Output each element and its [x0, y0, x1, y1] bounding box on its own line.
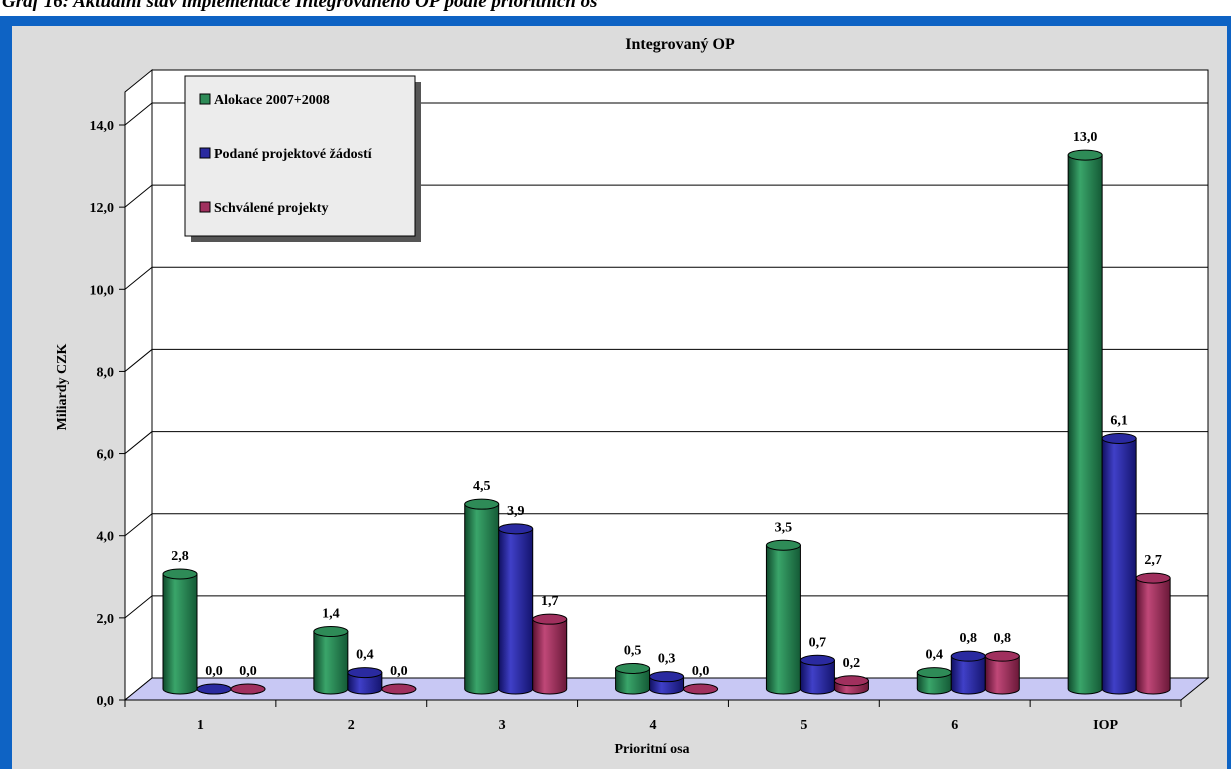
bar-value-label: 2,8 — [171, 549, 189, 564]
bar — [313, 626, 349, 695]
legend-swatch — [199, 147, 211, 159]
x-axis: 1 2 3 4 5 6 IOP — [124, 699, 1182, 733]
bar — [464, 498, 500, 695]
bar — [950, 650, 986, 695]
bar — [498, 523, 534, 695]
gridline-side — [124, 349, 153, 372]
bar-value-label: 2,7 — [1144, 553, 1162, 568]
bars: 2,8 0,0 0,0 1,4 0,4 0,0 4,5 3,9 1,7 0,5 0,3 0,0 3,5 0… — [162, 130, 1171, 695]
bar-value-label: 0,7 — [809, 635, 827, 650]
bar-value-label: 3,5 — [775, 520, 793, 535]
legend-label: Alokace 2007+2008 — [214, 93, 330, 108]
x-tick-label: IOP — [1093, 718, 1118, 733]
bar-value-label: 0,4 — [926, 648, 944, 663]
bar-value-label: 1,7 — [541, 594, 559, 609]
bar — [916, 667, 952, 695]
bar — [615, 662, 651, 695]
gridline-side — [124, 184, 153, 208]
y-tick-label: 6,0 — [97, 448, 115, 463]
bar — [230, 683, 266, 695]
x-tick-label: 6 — [951, 718, 958, 733]
bar — [984, 650, 1020, 695]
legend-panel — [184, 75, 416, 237]
bar-value-label: 3,9 — [507, 504, 525, 519]
chart-title: Integrovaný OP — [625, 36, 735, 53]
bar — [381, 683, 417, 695]
bar — [162, 568, 198, 695]
bar — [799, 654, 835, 695]
x-tick-label: 2 — [348, 718, 355, 733]
bar — [683, 683, 719, 695]
bar-value-label: 4,5 — [473, 479, 491, 494]
bar — [1101, 432, 1137, 695]
legend-item: Podané projektové žádostí — [199, 147, 373, 162]
x-tick-label: 1 — [197, 718, 204, 733]
bar-value-label: 0,8 — [960, 631, 978, 646]
bar-value-label: 0,4 — [356, 648, 374, 663]
bar — [532, 613, 568, 695]
y-tick-label: 10,0 — [90, 283, 115, 298]
bar-value-label: 0,3 — [658, 652, 676, 667]
y-tick-label: 2,0 — [97, 612, 115, 627]
legend-swatch — [199, 93, 211, 105]
bar — [196, 683, 232, 695]
bar — [1067, 149, 1103, 695]
bar-value-label: 13,0 — [1073, 130, 1098, 145]
legend-swatch — [199, 201, 211, 213]
y-tick-label: 0,0 — [97, 694, 115, 709]
gridline-side — [124, 102, 153, 126]
x-tick-label: 5 — [800, 718, 807, 733]
legend-item: Schválené projekty — [199, 201, 328, 216]
y-tick-label: 8,0 — [97, 365, 115, 380]
bar-value-label: 0,5 — [624, 643, 642, 658]
bar — [649, 671, 685, 695]
bar — [1135, 572, 1171, 695]
gridline-side — [124, 431, 153, 454]
gridline-side — [124, 266, 153, 290]
bar-value-label: 1,4 — [322, 607, 340, 622]
y-tick-label: 4,0 — [97, 530, 115, 545]
y-tick-label: 14,0 — [90, 119, 115, 134]
y-axis: 0,0 2,0 4,0 6,0 8,0 10,0 12,0 14,0 — [90, 92, 126, 709]
gridline-side — [124, 513, 153, 537]
legend-label: Podané projektové žádostí — [214, 147, 373, 162]
plot-side-wall — [124, 68, 153, 702]
legend-item: Alokace 2007+2008 — [199, 93, 330, 108]
bar-value-label: 0,8 — [994, 631, 1012, 646]
bar — [833, 675, 869, 695]
bar-value-label: 0,0 — [692, 664, 710, 679]
gridline-side — [124, 595, 153, 619]
x-tick-label: 4 — [650, 718, 657, 733]
bar-value-label: 0,0 — [205, 664, 223, 679]
bar — [347, 667, 383, 695]
y-tick-label: 12,0 — [90, 201, 115, 216]
legend: Alokace 2007+2008 Podané projektové žádos… — [184, 75, 421, 242]
figure-caption: Graf 16: Aktuální stav implementace Inte… — [2, 0, 598, 12]
y-axis-label: Miliardy CZK — [55, 344, 70, 431]
legend-label: Schválené projekty — [214, 201, 328, 216]
x-axis-label: Prioritní osa — [614, 742, 689, 757]
bar-value-label: 0,2 — [843, 656, 861, 671]
bar-value-label: 6,1 — [1110, 413, 1128, 428]
bar-value-label: 0,0 — [390, 664, 408, 679]
bar — [765, 539, 801, 695]
bar-value-label: 0,0 — [239, 664, 257, 679]
x-tick-label: 3 — [499, 718, 506, 733]
